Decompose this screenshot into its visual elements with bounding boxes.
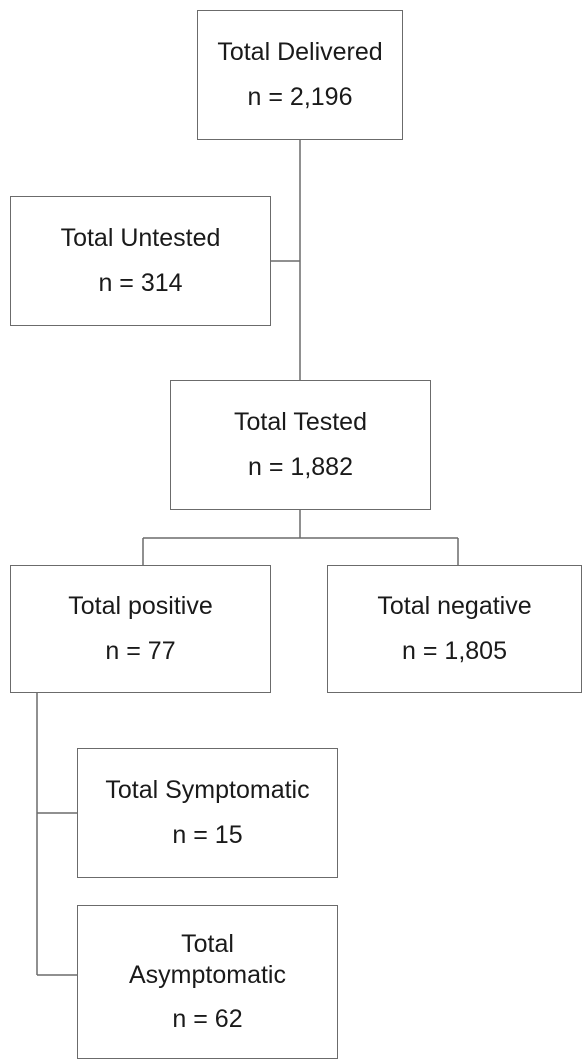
total-positive-label: Total positive <box>68 591 213 620</box>
total-asymptomatic-box: Total Asymptomatic n = 62 <box>77 905 338 1059</box>
total-negative-count: n = 1,805 <box>402 637 507 665</box>
total-delivered-label: Total Delivered <box>217 37 383 66</box>
total-untested-label: Total Untested <box>60 223 221 252</box>
total-asymptomatic-count: n = 62 <box>172 1004 243 1033</box>
total-asymptomatic-label: Total Asymptomatic <box>129 930 286 990</box>
total-untested-count: n = 314 <box>98 269 183 297</box>
total-positive-count: n = 77 <box>105 637 176 665</box>
total-symptomatic-label: Total Symptomatic <box>105 775 310 804</box>
total-positive-box: Total positive n = 77 <box>10 565 271 693</box>
total-tested-box: Total Tested n = 1,882 <box>170 380 431 510</box>
total-negative-label: Total negative <box>377 591 532 620</box>
total-negative-box: Total negative n = 1,805 <box>327 565 582 693</box>
total-untested-box: Total Untested n = 314 <box>10 196 271 326</box>
total-symptomatic-count: n = 15 <box>172 821 243 849</box>
total-delivered-box: Total Delivered n = 2,196 <box>197 10 403 140</box>
total-tested-count: n = 1,882 <box>248 453 353 481</box>
total-symptomatic-box: Total Symptomatic n = 15 <box>77 748 338 878</box>
total-tested-label: Total Tested <box>234 407 367 436</box>
total-delivered-count: n = 2,196 <box>247 83 353 111</box>
